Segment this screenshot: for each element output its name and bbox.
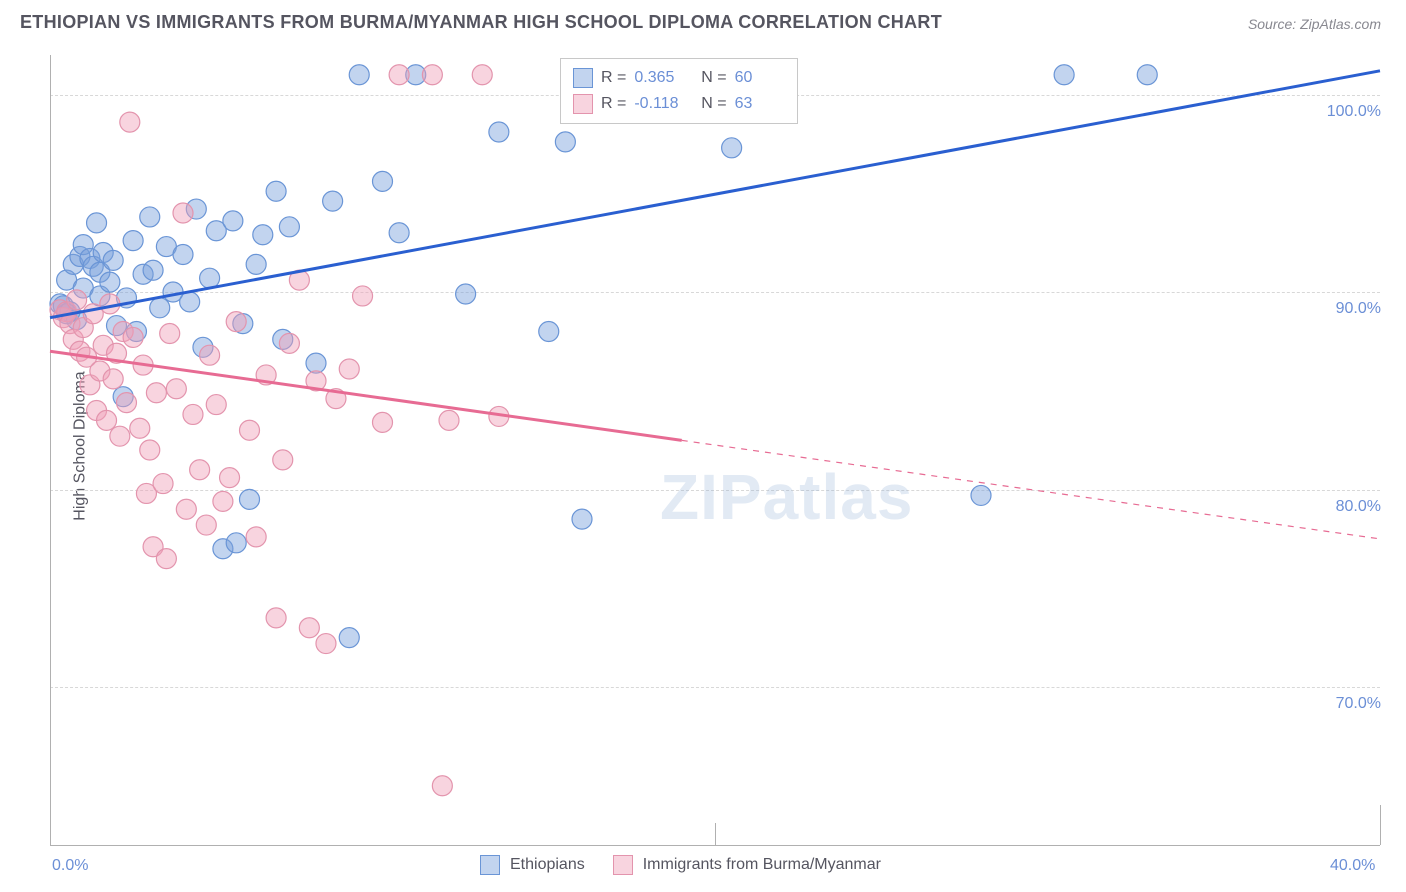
scatter-point-burma <box>146 383 166 403</box>
scatter-point-ethiopians <box>143 260 163 280</box>
legend-bottom: Ethiopians Immigrants from Burma/Myanmar <box>480 855 899 875</box>
scatter-point-burma <box>279 333 299 353</box>
n-label: N = <box>692 65 726 91</box>
n-value: 60 <box>735 65 785 91</box>
scatter-point-burma <box>273 450 293 470</box>
legend-label: Ethiopians <box>510 856 585 874</box>
scatter-point-ethiopians <box>389 223 409 243</box>
scatter-point-burma <box>472 65 492 85</box>
scatter-point-ethiopians <box>722 138 742 158</box>
scatter-point-ethiopians <box>1137 65 1157 85</box>
scatter-point-ethiopians <box>539 322 559 342</box>
scatter-point-ethiopians <box>572 509 592 529</box>
x-tick-label: 0.0% <box>52 857 88 875</box>
r-label: R = <box>601 91 626 117</box>
scatter-point-burma <box>439 410 459 430</box>
scatter-point-burma <box>97 410 117 430</box>
scatter-point-burma <box>160 323 180 343</box>
swatch-icon <box>613 855 633 875</box>
scatter-point-burma <box>220 468 240 488</box>
n-value: 63 <box>735 91 785 117</box>
legend-row-ethiopians: R = 0.365 N = 60 <box>573 65 785 91</box>
r-value: -0.118 <box>634 91 684 117</box>
x-tick-label: 40.0% <box>1330 857 1375 875</box>
source-label: Source: ZipAtlas.com <box>1248 16 1381 32</box>
scatter-point-burma <box>373 412 393 432</box>
scatter-point-burma <box>353 286 373 306</box>
scatter-point-burma <box>316 634 336 654</box>
scatter-point-ethiopians <box>323 191 343 211</box>
r-value: 0.365 <box>634 65 684 91</box>
scatter-point-ethiopians <box>246 254 266 274</box>
scatter-point-ethiopians <box>555 132 575 152</box>
scatter-point-burma <box>183 404 203 424</box>
x-tick-line <box>50 805 51 845</box>
scatter-point-ethiopians <box>489 122 509 142</box>
scatter-point-ethiopians <box>373 171 393 191</box>
scatter-point-burma <box>240 420 260 440</box>
scatter-point-burma <box>422 65 442 85</box>
scatter-point-ethiopians <box>87 213 107 233</box>
scatter-point-ethiopians <box>339 628 359 648</box>
scatter-point-burma <box>120 112 140 132</box>
scatter-point-burma <box>246 527 266 547</box>
scatter-point-burma <box>432 776 452 796</box>
scatter-point-ethiopians <box>306 353 326 373</box>
scatter-point-ethiopians <box>1054 65 1074 85</box>
scatter-point-ethiopians <box>173 244 193 264</box>
scatter-point-ethiopians <box>123 231 143 251</box>
scatter-point-ethiopians <box>140 207 160 227</box>
scatter-point-burma <box>103 369 123 389</box>
scatter-point-burma <box>213 491 233 511</box>
scatter-point-burma <box>226 312 246 332</box>
trend-line-dashed-burma <box>682 440 1380 539</box>
swatch-icon <box>573 94 593 114</box>
x-tick-line <box>715 823 716 845</box>
scatter-point-ethiopians <box>180 292 200 312</box>
scatter-point-burma <box>196 515 216 535</box>
scatter-point-ethiopians <box>349 65 369 85</box>
swatch-icon <box>480 855 500 875</box>
scatter-point-ethiopians <box>100 272 120 292</box>
scatter-point-burma <box>140 440 160 460</box>
scatter-point-burma <box>339 359 359 379</box>
scatter-point-ethiopians <box>279 217 299 237</box>
scatter-point-ethiopians <box>226 533 246 553</box>
r-label: R = <box>601 65 626 91</box>
scatter-point-ethiopians <box>266 181 286 201</box>
scatter-point-burma <box>176 499 196 519</box>
scatter-point-ethiopians <box>253 225 273 245</box>
scatter-point-burma <box>153 474 173 494</box>
chart-svg <box>50 55 1380 845</box>
legend-correlation: R = 0.365 N = 60 R = -0.118 N = 63 <box>560 58 798 124</box>
scatter-point-burma <box>116 393 136 413</box>
legend-label: Immigrants from Burma/Myanmar <box>643 856 881 874</box>
scatter-point-burma <box>299 618 319 638</box>
scatter-point-burma <box>190 460 210 480</box>
chart-title: ETHIOPIAN VS IMMIGRANTS FROM BURMA/MYANM… <box>20 12 942 33</box>
scatter-point-burma <box>173 203 193 223</box>
scatter-point-ethiopians <box>103 250 123 270</box>
scatter-point-ethiopians <box>223 211 243 231</box>
scatter-point-ethiopians <box>200 268 220 288</box>
scatter-point-burma <box>67 290 87 310</box>
scatter-point-burma <box>110 426 130 446</box>
legend-row-burma: R = -0.118 N = 63 <box>573 91 785 117</box>
scatter-point-burma <box>389 65 409 85</box>
scatter-point-ethiopians <box>150 298 170 318</box>
scatter-point-burma <box>166 379 186 399</box>
scatter-point-ethiopians <box>240 489 260 509</box>
swatch-icon <box>573 68 593 88</box>
scatter-point-burma <box>130 418 150 438</box>
scatter-point-burma <box>200 345 220 365</box>
scatter-point-burma <box>206 395 226 415</box>
scatter-point-ethiopians <box>971 485 991 505</box>
x-tick-line <box>1380 805 1381 845</box>
scatter-point-burma <box>123 327 143 347</box>
n-label: N = <box>692 91 726 117</box>
scatter-point-burma <box>266 608 286 628</box>
chart-container: { "title": "ETHIOPIAN VS IMMIGRANTS FROM… <box>0 0 1406 892</box>
scatter-point-burma <box>156 549 176 569</box>
scatter-point-ethiopians <box>456 284 476 304</box>
